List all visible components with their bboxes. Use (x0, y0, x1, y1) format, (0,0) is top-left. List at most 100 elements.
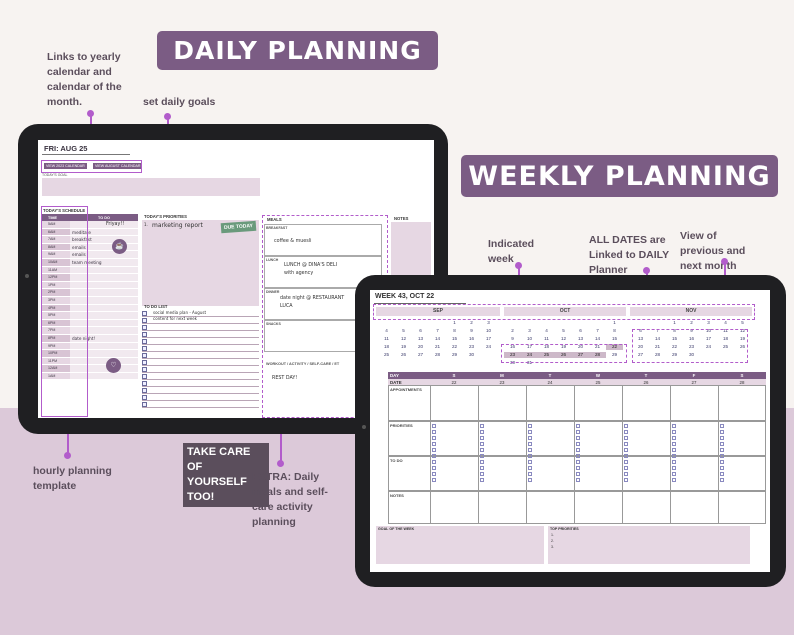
calendar-day[interactable]: 18 (543, 344, 550, 349)
checkbox[interactable] (672, 442, 676, 446)
schedule-row[interactable]: 2PM (42, 289, 138, 297)
todo-block[interactable] (388, 456, 766, 491)
schedule-task[interactable] (70, 372, 138, 380)
schedule-task[interactable] (70, 274, 138, 281)
todo-checkbox[interactable] (142, 381, 147, 386)
date-link[interactable]: 22 (451, 379, 457, 385)
schedule-row[interactable]: 5AM (42, 221, 138, 229)
calendar-day[interactable]: 3 (528, 328, 531, 333)
date-link[interactable]: 25 (595, 379, 601, 385)
calendar-day[interactable]: 8 (453, 328, 456, 333)
calendar-day[interactable]: 14 (434, 336, 441, 341)
schedule-task[interactable] (70, 281, 138, 289)
schedule-row[interactable]: 6AM meditate (42, 228, 138, 237)
checkbox[interactable] (480, 448, 484, 452)
schedule-task[interactable]: meditate (70, 228, 138, 236)
schedule-task[interactable] (70, 357, 138, 365)
calendar-day[interactable]: 26 (400, 352, 407, 357)
month-header-nov[interactable]: NOV (630, 307, 752, 316)
checkbox[interactable] (480, 454, 484, 458)
checkbox[interactable] (576, 436, 580, 440)
checkbox[interactable] (720, 424, 724, 428)
checkbox[interactable] (672, 478, 676, 482)
todo-row[interactable] (142, 366, 259, 373)
calendar-day[interactable]: 4 (724, 320, 727, 325)
checkbox[interactable] (480, 430, 484, 434)
schedule-task[interactable]: date night! (70, 334, 138, 342)
schedule-task[interactable] (70, 327, 138, 334)
checkbox[interactable] (528, 472, 532, 476)
checkbox[interactable] (624, 466, 628, 470)
schedule-task[interactable]: team meeting (70, 258, 138, 266)
calendar-day[interactable]: 2 (511, 328, 514, 333)
schedule-task[interactable]: emails (70, 251, 138, 258)
checkbox[interactable] (528, 460, 532, 464)
checkbox[interactable] (576, 478, 580, 482)
checkbox[interactable] (720, 478, 724, 482)
calendar-day[interactable]: 29 (611, 352, 618, 357)
breakfast-box[interactable] (264, 224, 382, 256)
checkbox[interactable] (672, 472, 676, 476)
checkbox[interactable] (576, 472, 580, 476)
calendar-day[interactable]: 27 (637, 352, 644, 357)
checkbox[interactable] (720, 460, 724, 464)
schedule-row[interactable]: 11PM (42, 357, 138, 366)
calendar-day[interactable]: 12 (739, 328, 746, 333)
todo-row[interactable] (142, 324, 259, 331)
calendar-day[interactable]: 9 (690, 328, 693, 333)
checkbox[interactable] (576, 454, 580, 458)
checkbox[interactable] (432, 442, 436, 446)
calendar-day[interactable]: 6 (579, 328, 582, 333)
schedule-row[interactable]: 9PM (42, 342, 138, 351)
calendar-day[interactable]: 27 (417, 352, 424, 357)
calendar-day[interactable]: 23 (688, 344, 695, 349)
checkbox[interactable] (528, 430, 532, 434)
calendar-day[interactable]: 29 (671, 352, 678, 357)
schedule-task[interactable] (70, 296, 138, 304)
calendar-day[interactable]: 4 (545, 328, 548, 333)
calendar-day[interactable]: 12 (560, 336, 567, 341)
calendar-day[interactable]: 21 (594, 344, 601, 349)
todo-row[interactable] (142, 331, 259, 338)
link-year-calendar[interactable]: VIEW 2023 CALENDAR (44, 163, 87, 169)
todo-row[interactable] (142, 401, 259, 408)
todo-checkbox[interactable] (142, 332, 147, 337)
calendar-day[interactable]: 1 (613, 320, 616, 325)
checkbox[interactable] (528, 478, 532, 482)
schedule-task[interactable]: emails (70, 243, 138, 251)
schedule-row[interactable]: 8AM emails (42, 243, 138, 252)
schedule-row[interactable]: 10PM (42, 350, 138, 358)
calendar-day[interactable]: 24 (521, 352, 538, 358)
calendar-day[interactable]: 28 (654, 352, 661, 357)
calendar-day[interactable]: 11 (723, 328, 728, 333)
schedule-row[interactable]: 7PM (42, 327, 138, 335)
calendar-day[interactable]: 10 (485, 328, 492, 333)
calendar-day[interactable]: 7 (436, 328, 439, 333)
calendar-day[interactable]: 19 (400, 344, 407, 349)
schedule-row[interactable]: 5PM (42, 312, 138, 320)
checkbox[interactable] (576, 466, 580, 470)
calendar-day[interactable]: 20 (577, 344, 584, 349)
calendar-day[interactable]: 17 (485, 336, 492, 341)
schedule-row[interactable]: 1PM (42, 281, 138, 290)
checkbox[interactable] (528, 466, 532, 470)
calendar-day[interactable]: 16 (509, 344, 516, 349)
calendar-day[interactable]: 16 (468, 336, 475, 341)
goal-input[interactable] (42, 178, 260, 196)
schedule-row[interactable]: 12PM (42, 274, 138, 282)
checkbox[interactable] (432, 478, 436, 482)
todo-checkbox[interactable] (142, 325, 147, 330)
calendar-day[interactable]: 22 (606, 344, 623, 350)
priorities-block[interactable] (388, 421, 766, 456)
date-link[interactable]: 23 (499, 379, 505, 385)
checkbox[interactable] (480, 442, 484, 446)
schedule-task[interactable] (70, 266, 138, 274)
checkbox[interactable] (720, 442, 724, 446)
calendar-day[interactable]: 7 (656, 328, 659, 333)
todo-row[interactable] (142, 394, 259, 401)
calendar-day[interactable]: 10 (705, 328, 712, 333)
calendar-day[interactable]: 15 (671, 336, 678, 341)
todo-row[interactable] (142, 352, 259, 359)
checkbox[interactable] (720, 472, 724, 476)
calendar-day[interactable]: 6 (639, 328, 642, 333)
